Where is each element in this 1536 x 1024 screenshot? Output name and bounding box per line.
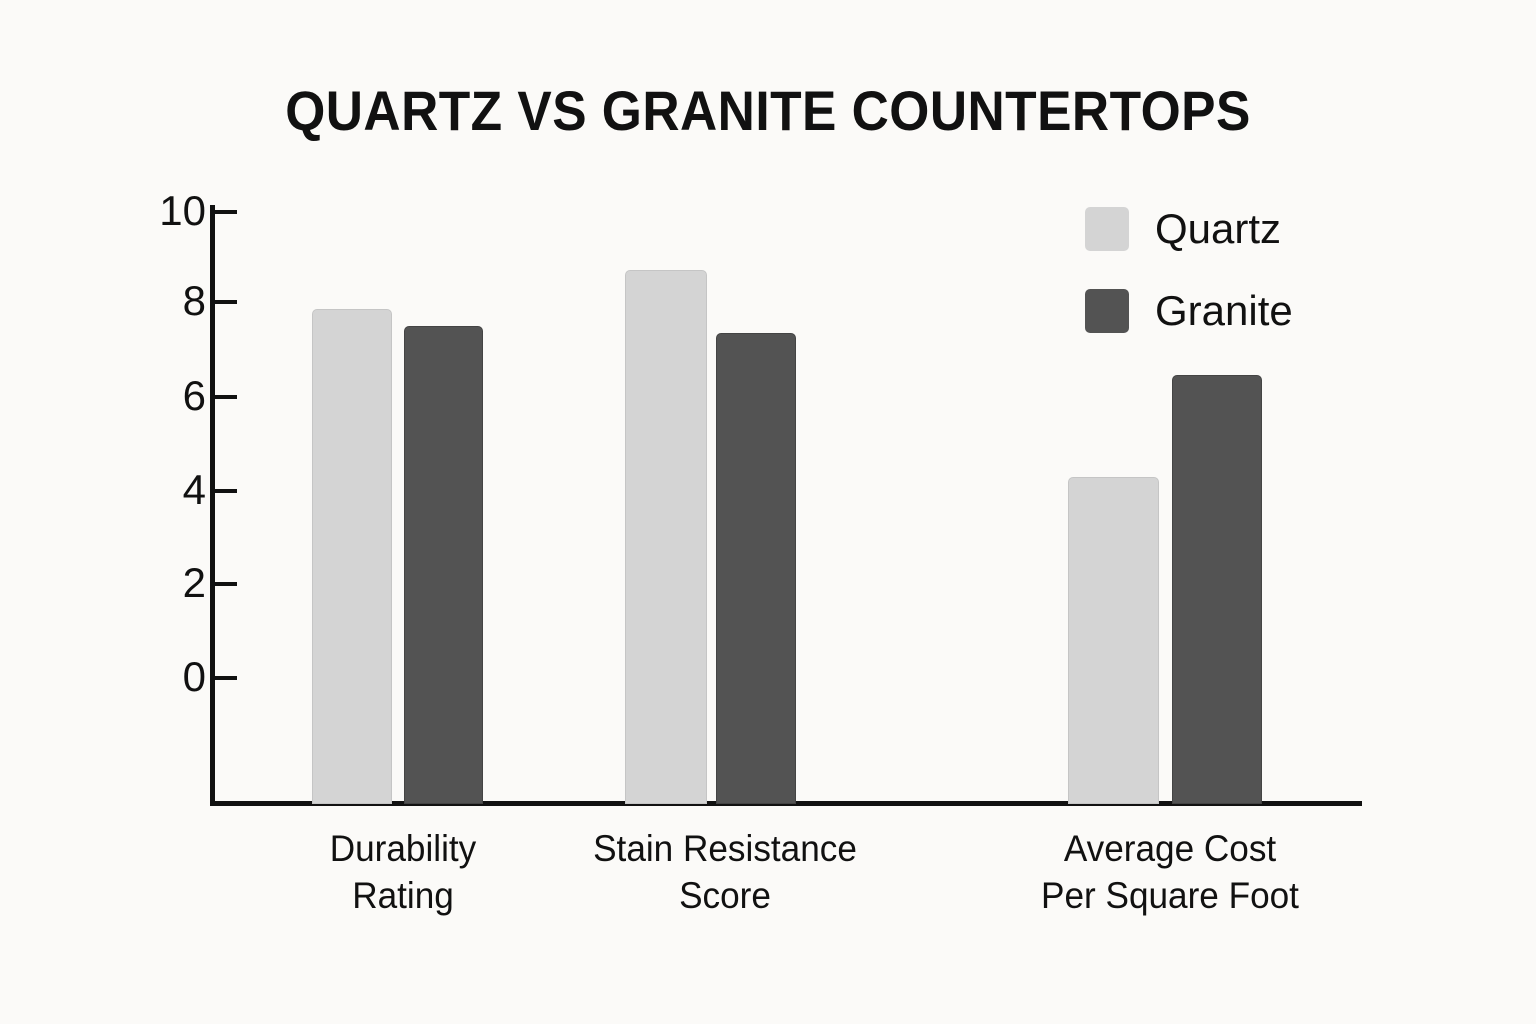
legend-item-granite: Granite [1085, 278, 1415, 344]
chart-legend: Quartz Granite [1085, 196, 1415, 360]
category-label-line1: Average Cost [1063, 828, 1277, 869]
y-tick-mark-4 [215, 489, 237, 493]
y-tick-mark-6 [215, 395, 237, 399]
category-label-line2: Per Square Foot [1041, 875, 1299, 917]
y-tick-label-0: 0 [182, 653, 206, 700]
y-tick-label-2: 2 [182, 559, 206, 606]
legend-item-quartz: Quartz [1085, 196, 1415, 262]
category-label-1: Durability Rating [275, 825, 532, 920]
category-label-line1: Durability [329, 828, 477, 869]
y-tick-label-6: 6 [182, 372, 206, 419]
legend-swatch-granite-icon [1085, 289, 1129, 333]
bar-stain-granite [716, 333, 796, 804]
chart-title: QUARTZ VS GRANITE COUNTERTOPS [285, 79, 1251, 142]
legend-label: Granite [1155, 287, 1293, 334]
category-label-line2: Score [679, 875, 771, 917]
category-label-2: Stain Resistance Score [578, 825, 873, 920]
category-label-line1: Stain Resistance [593, 828, 857, 869]
legend-swatch-quartz-icon [1085, 207, 1129, 251]
y-tick-label-4: 4 [182, 466, 206, 513]
y-tick-mark-2 [215, 582, 237, 586]
y-tick-mark-10 [215, 210, 237, 214]
bar-durability-quartz [312, 309, 392, 804]
y-tick-label-8: 8 [182, 277, 206, 324]
category-label-line2: Rating [352, 875, 454, 917]
y-tick-mark-8 [215, 300, 237, 304]
y-tick-label-10: 10 [159, 187, 206, 234]
bar-cost-quartz [1068, 477, 1159, 804]
y-tick-mark-0 [215, 676, 237, 680]
bar-cost-granite [1172, 375, 1262, 804]
legend-label: Quartz [1155, 205, 1282, 252]
y-axis-line [210, 205, 215, 806]
category-label-3: Average Cost Per Square Foot [1009, 825, 1332, 920]
bar-durability-granite [404, 326, 483, 804]
bar-stain-quartz [625, 270, 707, 804]
